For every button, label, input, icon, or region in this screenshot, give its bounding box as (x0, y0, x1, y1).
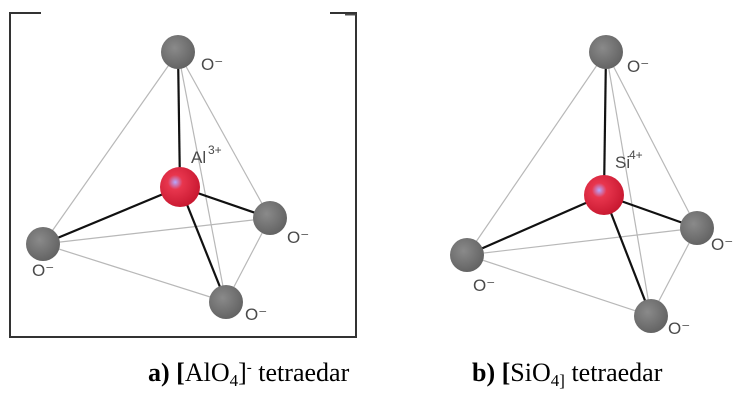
bracket-charge: − (344, 2, 357, 27)
tetrahedron-alo4: − O⁻ O⁻ O⁻ O⁻ Al 3+ (9, 2, 357, 338)
tetrahedron-edges-b (466, 51, 698, 317)
caption-b-subscript: 4] (550, 371, 565, 390)
oxygen-label-bottom: O⁻ (668, 319, 690, 338)
oxygen-label-left: O⁻ (32, 261, 54, 280)
oxygen-atom-right (253, 201, 287, 235)
oxygen-label-left: O⁻ (473, 276, 495, 295)
left-bracket (9, 12, 357, 338)
oxygen-atom-bottom (634, 299, 668, 333)
caption-b-suffix: tetraedar (564, 358, 663, 387)
tetrahedron-edges-a (42, 51, 271, 303)
oxygen-label-top: O⁻ (627, 57, 649, 76)
oxygen-atom-left (26, 227, 60, 261)
oxygen-atom-top (589, 35, 623, 69)
bonds-b (466, 51, 698, 317)
center-symbol-si: Si (615, 153, 630, 172)
caption-b: b) [SiO4] tetraedar (472, 358, 663, 390)
caption-a-subscript: 4 (229, 371, 239, 390)
caption-a-formula: AlO (184, 358, 230, 387)
center-symbol-al: Al (191, 148, 206, 167)
oxygen-atom-bottom (209, 285, 243, 319)
bonds-a (42, 51, 271, 303)
caption-a-open: [ (176, 358, 185, 387)
center-atom-al (160, 167, 200, 207)
oxygen-atom-left (450, 238, 484, 272)
oxygen-atom-top (161, 35, 195, 69)
caption-a-suffix: tetraedar (251, 358, 350, 387)
oxygen-label-right: O⁻ (711, 235, 733, 254)
oxygen-label-top: O⁻ (201, 55, 223, 74)
caption-b-letter: b) (472, 358, 496, 387)
caption-a: a) [AlO4]- tetraedar (148, 358, 350, 390)
caption-b-open: [ (501, 358, 511, 387)
caption-a-close: ] (238, 358, 247, 387)
oxygen-label-right: O⁻ (287, 228, 309, 247)
oxygen-label-bottom: O⁻ (245, 305, 267, 324)
center-charge-al: 3+ (208, 143, 222, 157)
caption-a-letter: a) (148, 358, 170, 387)
tetrahedron-sio4: O⁻ O⁻ O⁻ O⁻ Si 4+ (450, 35, 733, 338)
center-atom-si (584, 175, 624, 215)
center-charge-si: 4+ (629, 148, 643, 162)
oxygen-atom-right (680, 211, 714, 245)
caption-a-charge: - (246, 360, 252, 376)
caption-b-formula: SiO (510, 358, 551, 387)
